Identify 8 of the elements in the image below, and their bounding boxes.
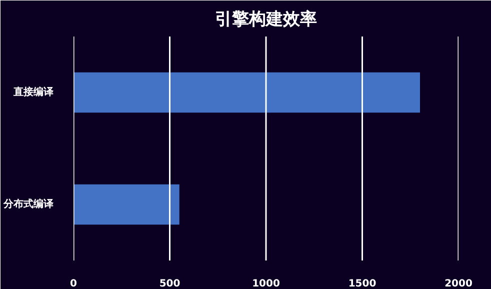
- x-tick-label: 0: [70, 278, 78, 289]
- x-tick-label: 1000: [252, 278, 280, 289]
- x-tick-label: 1500: [348, 278, 376, 289]
- x-tick-label: 2000: [444, 278, 472, 289]
- y-tick-label: 直接编译: [12, 86, 54, 98]
- x-tick-label: 500: [159, 278, 180, 289]
- y-tick-label: 分布式编译: [2, 198, 54, 210]
- chart-title: 引擎构建效率: [215, 10, 317, 30]
